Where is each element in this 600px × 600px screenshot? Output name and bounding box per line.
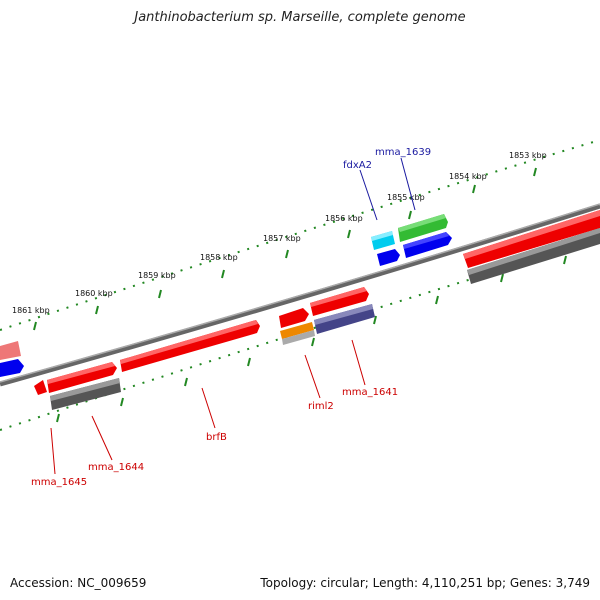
callout-mma-1645 [50,427,56,475]
tick-1858 [221,269,225,279]
tick-1860 [95,305,99,315]
tick-1861 [33,321,37,331]
callout-mma-1639 [400,157,416,211]
gene-labels: mma_1639 fdxA2 riml2 mma_1641 brfB mma_1… [31,147,431,488]
inner-tick-7 [184,377,188,387]
gene-right-lower-highlight [467,228,600,275]
genome-summary-text: Topology: circular; Length: 4,110,251 bp… [260,576,590,590]
upper-strand-features [0,210,600,377]
callout-brfB [201,387,216,429]
gene-fdxA2-highlight [371,231,393,241]
inner-tick-5 [311,337,315,347]
inner-tick-6 [247,357,251,367]
lower-strand-features [34,287,375,410]
gene-mma-1644-highlight [50,378,120,401]
scale-label-1859: 1859 kbp [138,271,176,280]
gene-riml2-shadow [282,330,315,345]
callout-lines [50,157,416,475]
callout-riml2 [304,354,321,399]
genome-backbone [0,203,600,387]
inner-tick-2 [500,273,504,283]
cds-mma-1645[interactable] [34,380,47,395]
callout-mma-1644 [91,415,113,461]
map-title: Janthinobacterium sp. Marseille, complet… [134,10,466,25]
scale-label-1854: 1854 kbp [449,172,487,181]
gene-green-feature-highlight [398,214,446,232]
gene-label-riml2[interactable]: riml2 [308,401,334,412]
cds-brfB-highlight [120,320,258,364]
gene-riml2[interactable] [280,322,314,339]
scale-label-1858: 1858 kbp [200,253,238,262]
inner-tick-3 [435,295,439,305]
genome-backbone-highlight [0,203,600,383]
tick-1859 [158,289,162,299]
gene-mma-1639-highlight [403,232,449,249]
scale-label-1853: 1853 kbp [509,151,547,160]
gene-label-brfB[interactable]: brfB [206,432,227,443]
gene-label-mma-1641[interactable]: mma_1641 [342,387,398,398]
inner-tick-1 [563,255,567,265]
tick-1857 [285,249,289,259]
gene-small-blue-feature[interactable] [377,249,400,266]
tick-1855 [408,210,412,220]
feature-left-blue[interactable] [0,359,24,377]
scale-label-1860: 1860 kbp [75,289,113,298]
cds-mma-1644-highlight [47,362,115,384]
callout-fdxA2 [359,169,378,221]
cds-mma-1641-highlight [310,287,367,307]
tick-1854 [472,184,476,194]
scale-label-1857: 1857 kbp [263,234,301,243]
callout-mma-1641 [351,339,366,386]
scale-labels: 1853 kbp 1854 kbp 1855 kbp 1856 kbp 1857… [12,151,547,315]
gene-label-mma-1644[interactable]: mma_1644 [88,462,144,473]
inner-tick-9 [56,413,60,423]
tick-1856 [347,229,351,239]
cds-riml2[interactable] [279,308,309,328]
inner-tick-8 [120,397,124,407]
tick-1853 [533,167,537,177]
gene-label-mma-1639[interactable]: mma_1639 [375,147,431,158]
gene-label-mma-1645[interactable]: mma_1645 [31,477,87,488]
gene-label-fdxA2[interactable]: fdxA2 [343,160,372,171]
scale-label-1855: 1855 kbp [387,193,425,202]
cds-right-upper-highlight [463,210,600,259]
scale-ticks [33,167,567,423]
inner-tick-4 [373,315,377,325]
outer-scale-ring [0,139,600,331]
scale-label-1856: 1856 kbp [325,214,363,223]
scale-label-1861: 1861 kbp [12,306,50,315]
accession-text: Accession: NC_009659 [10,576,147,590]
feature-left-pink[interactable] [0,341,21,360]
gene-mma-1641-highlight [314,304,373,325]
